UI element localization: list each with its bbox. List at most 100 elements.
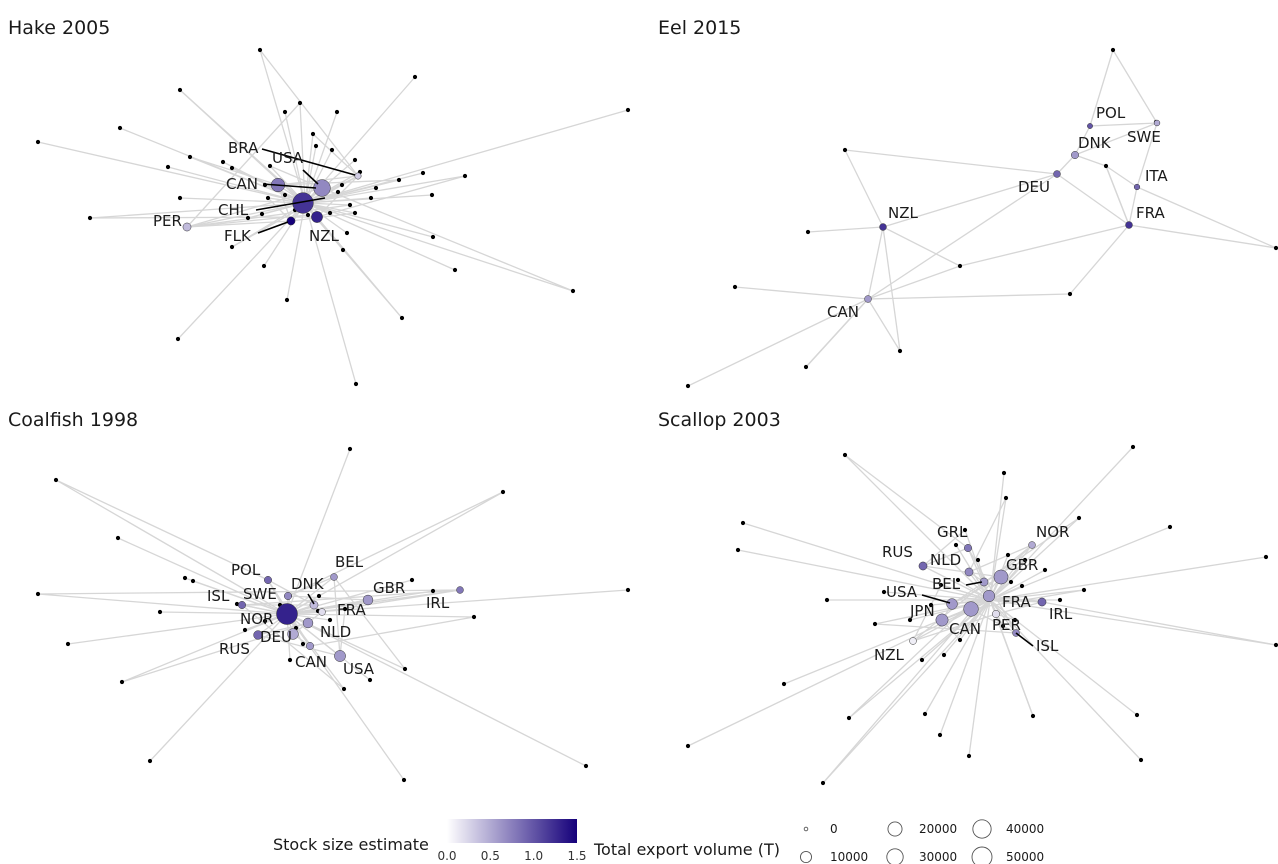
country-node-unlabeled <box>881 589 887 595</box>
country-node-unlabeled <box>955 577 961 583</box>
size-legend-circle <box>887 821 903 837</box>
country-node-unlabeled <box>941 652 947 658</box>
country-node-unlabeled <box>928 602 934 608</box>
country-label-gbr: GBR <box>1006 556 1038 574</box>
trade-edge <box>922 565 991 601</box>
country-node-unlabeled <box>310 131 316 137</box>
country-label-rus: RUS <box>882 543 913 561</box>
country-label-usa: USA <box>886 583 918 601</box>
trade-edge <box>1128 186 1138 226</box>
trade-edge <box>912 613 997 642</box>
country-label-can: CAN <box>226 175 258 193</box>
leader-line-chl <box>255 197 326 211</box>
country-node-unlabeled <box>352 210 358 216</box>
country-node-per <box>992 610 1000 618</box>
trade-edge <box>189 156 279 186</box>
country-label-grl: GRL <box>937 523 968 541</box>
trade-edge <box>304 202 434 238</box>
country-node-unlabeled <box>157 609 163 615</box>
country-node-rus <box>253 630 263 640</box>
country-node-unlabeled <box>781 681 787 687</box>
country-node-unlabeled <box>625 587 631 593</box>
country-node-unlabeled <box>229 244 235 250</box>
country-label-can: CAN <box>949 620 981 638</box>
country-label-nor: NOR <box>1036 523 1069 541</box>
trade-edge <box>1128 224 1277 249</box>
country-node-unlabeled <box>220 159 226 165</box>
trade-edge <box>304 202 574 292</box>
country-node-unlabeled <box>685 383 691 389</box>
trade-edge <box>989 599 1043 603</box>
trade-edge <box>1089 122 1158 127</box>
country-node-irl <box>456 586 464 594</box>
trade-edge <box>287 576 335 597</box>
country-label-gbr: GBR <box>373 579 405 597</box>
country-node-unlabeled <box>962 527 968 533</box>
country-node-unlabeled <box>919 657 925 663</box>
trade-edge <box>737 549 991 601</box>
country-node-unlabeled <box>735 547 741 553</box>
country-node-unlabeled <box>316 593 322 599</box>
trade-edge <box>1105 165 1130 226</box>
country-label-chl: CHL <box>218 201 249 219</box>
country-node-unlabeled <box>265 195 271 201</box>
trade-edge <box>922 529 966 567</box>
color-legend-tick: 0.5 <box>481 849 500 863</box>
country-node-fra <box>318 608 326 616</box>
country-node-unlabeled <box>803 364 809 370</box>
country-node-unlabeled <box>907 617 913 623</box>
trade-edge <box>844 454 991 601</box>
country-label-nzl: NZL <box>888 204 918 222</box>
trade-edge <box>959 224 1130 267</box>
country-node-unlabeled <box>430 234 436 240</box>
trade-edge <box>822 599 991 784</box>
country-node-unlabeled <box>805 229 811 235</box>
country-node-unlabeled <box>335 189 341 195</box>
trade-edge <box>1041 601 1277 646</box>
trade-edge <box>939 599 991 736</box>
trade-edge <box>883 591 991 601</box>
country-label-can: CAN <box>295 653 327 671</box>
leader-line-bel <box>965 581 983 586</box>
country-node-bel <box>330 573 338 581</box>
country-node-unlabeled <box>327 617 333 623</box>
country-node-unlabeled <box>1103 163 1109 169</box>
trade-edge <box>37 141 306 204</box>
country-node-unlabeled <box>1273 642 1278 648</box>
edges-coalfish <box>37 448 629 781</box>
country-node-unlabeled <box>297 100 303 106</box>
country-node-unlabeled <box>975 557 981 563</box>
trade-edge <box>186 202 306 228</box>
trade-edge <box>734 286 869 300</box>
country-node-unlabeled <box>282 192 288 198</box>
country-node-unlabeled <box>1030 713 1036 719</box>
country-node-unlabeled <box>177 87 183 93</box>
trade-edge <box>988 595 1043 603</box>
country-node-unlabeled <box>953 542 959 548</box>
country-label-nor: NOR <box>240 610 273 628</box>
country-node-irl <box>1037 597 1047 607</box>
size-legend-label: 30000 <box>919 850 957 864</box>
trade-edge <box>989 599 1277 646</box>
trade-edge <box>89 202 306 219</box>
trade-edge <box>848 599 991 719</box>
size-legend-circle <box>972 819 992 839</box>
country-label-irl: IRL <box>1049 605 1073 623</box>
country-node-unlabeled <box>242 627 248 633</box>
country-node-nor <box>1028 541 1036 549</box>
trade-edge <box>149 613 288 762</box>
country-node-unlabeled <box>430 588 436 594</box>
size-legend-label: 20000 <box>919 822 957 836</box>
country-node-unlabeled <box>368 195 374 201</box>
country-node-unlabeled <box>1067 291 1073 297</box>
country-node-unlabeled <box>740 520 746 526</box>
color-legend-bar <box>447 819 577 843</box>
country-node-unlabeled <box>340 247 346 253</box>
trade-edge <box>805 298 869 368</box>
size-legend-circle <box>971 846 993 864</box>
nodes-hake <box>35 47 631 387</box>
country-node-unlabeled <box>570 288 576 294</box>
trade-edge <box>989 599 1017 634</box>
country-label-nzl: NZL <box>309 227 339 245</box>
